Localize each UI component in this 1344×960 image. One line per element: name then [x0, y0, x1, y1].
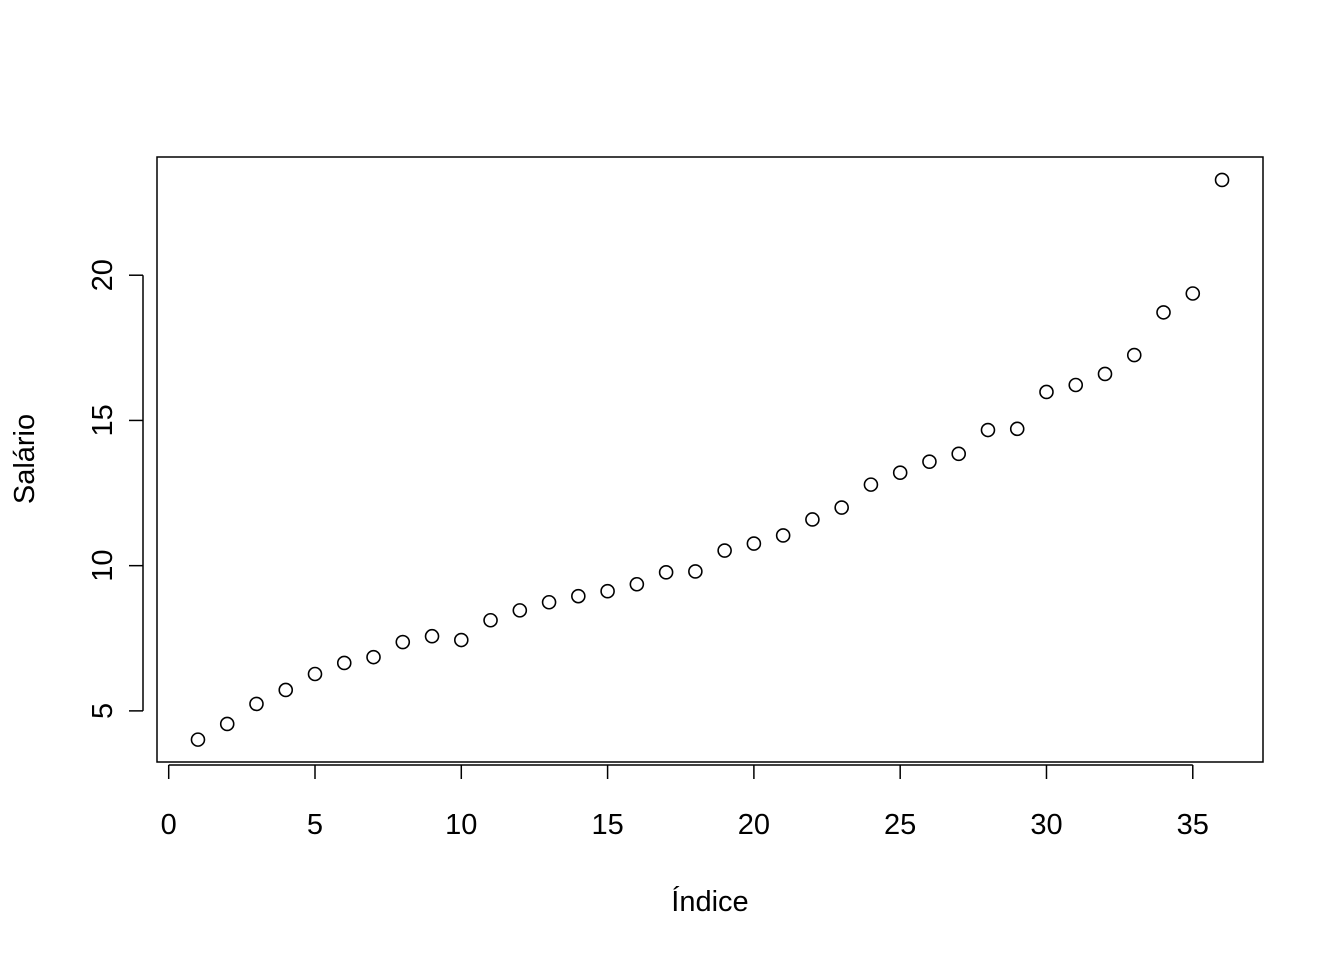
point [951, 446, 967, 462]
point [307, 666, 323, 682]
point [922, 454, 937, 469]
point [249, 696, 264, 712]
point [1068, 377, 1084, 393]
point [1185, 286, 1201, 301]
x-tick-label: 10 [445, 809, 477, 841]
point [746, 536, 762, 551]
point [541, 594, 557, 610]
point [1097, 366, 1113, 382]
y-tick-label: 15 [87, 404, 119, 436]
point [688, 564, 703, 579]
x-tick-label: 30 [1030, 809, 1062, 841]
point [775, 528, 791, 543]
point [834, 500, 849, 515]
plot-frame [156, 156, 1264, 763]
point [1009, 421, 1025, 437]
point [717, 543, 732, 558]
point [278, 682, 294, 698]
point [190, 732, 206, 747]
x-tick-label: 20 [738, 809, 770, 841]
point [805, 512, 820, 527]
point [571, 588, 586, 604]
point [395, 634, 411, 650]
point [1126, 347, 1142, 363]
point [424, 628, 440, 644]
point [483, 612, 498, 628]
point [863, 477, 879, 492]
point [892, 465, 908, 481]
point [629, 576, 645, 592]
point [1156, 305, 1171, 320]
x-tick-label: 25 [884, 809, 916, 841]
x-axis-label: Índice [671, 885, 748, 918]
y-axis-label: Salário [9, 414, 41, 504]
point [366, 649, 381, 665]
y-tick-label: 20 [87, 259, 119, 291]
point [980, 422, 996, 438]
point [336, 655, 352, 671]
point [600, 583, 615, 599]
x-tick-label: 15 [591, 809, 623, 841]
point [219, 716, 235, 732]
point [512, 603, 528, 618]
point [1214, 172, 1230, 188]
point [1039, 384, 1054, 400]
x-tick-label: 5 [307, 809, 323, 841]
point [658, 565, 674, 580]
y-tick-label: 10 [87, 550, 119, 582]
point [453, 632, 469, 648]
x-tick-label: 35 [1177, 809, 1209, 841]
x-tick-label: 0 [161, 809, 177, 841]
y-tick-label: 5 [87, 703, 119, 719]
